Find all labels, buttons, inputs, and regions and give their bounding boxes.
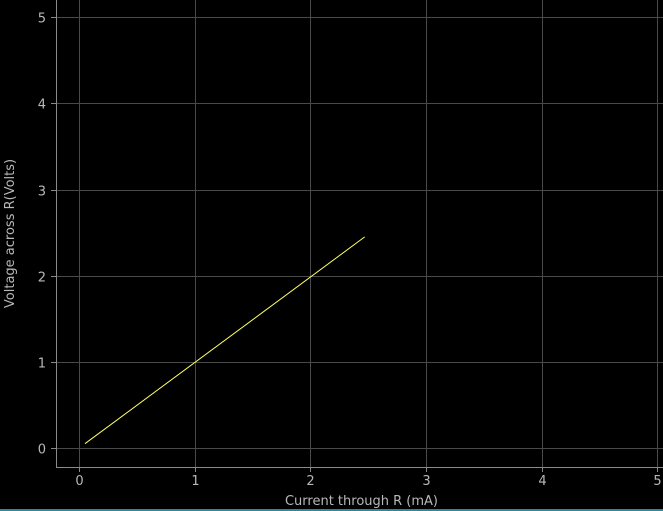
y-tick-label: 5 [38,12,46,27]
x-tick-label: 1 [191,474,199,489]
x-tick-labels: 0 1 2 3 4 5 [75,474,661,489]
bottom-accent-rule [0,509,663,511]
series-layer [84,236,365,445]
x-tick-label: 2 [306,474,314,489]
y-tick-label: 0 [38,443,46,458]
y-tick-label: 4 [38,98,46,113]
x-axis-label: Current through R (mA) [285,494,438,509]
y-tick-label: 1 [38,357,46,372]
x-tick-label: 4 [538,474,546,489]
series-line-0 [84,236,365,445]
x-tick-label: 5 [653,474,661,489]
y-axis-label: Voltage across R(Volts) [3,159,18,308]
y-tick-label: 3 [38,185,46,200]
y-tick-label: 2 [38,271,46,286]
y-tick-labels: 0 1 2 3 4 5 [38,12,46,458]
x-tick-label: 3 [422,474,430,489]
grid [56,0,663,467]
x-tick-label: 0 [75,474,83,489]
axes [51,0,663,472]
